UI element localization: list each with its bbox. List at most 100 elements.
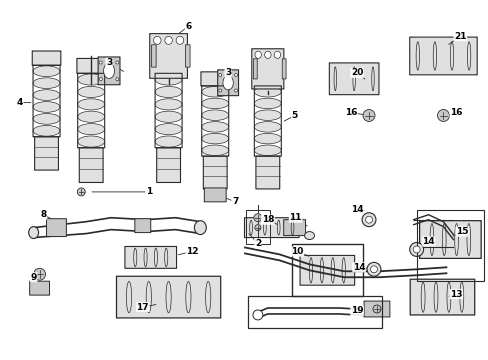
FancyBboxPatch shape bbox=[156, 148, 180, 183]
Text: 14: 14 bbox=[352, 263, 365, 272]
Ellipse shape bbox=[176, 36, 183, 44]
Ellipse shape bbox=[153, 36, 161, 44]
FancyBboxPatch shape bbox=[217, 70, 238, 96]
Ellipse shape bbox=[155, 136, 182, 147]
Ellipse shape bbox=[254, 145, 281, 156]
Text: 1: 1 bbox=[145, 188, 152, 197]
Ellipse shape bbox=[304, 231, 314, 239]
Ellipse shape bbox=[254, 98, 281, 109]
Text: 3: 3 bbox=[224, 68, 231, 77]
Circle shape bbox=[252, 310, 263, 320]
Circle shape bbox=[370, 266, 377, 273]
Text: 8: 8 bbox=[41, 210, 46, 219]
Ellipse shape bbox=[33, 78, 60, 89]
Text: 21: 21 bbox=[453, 32, 466, 41]
FancyBboxPatch shape bbox=[253, 72, 282, 86]
Ellipse shape bbox=[33, 90, 60, 100]
FancyBboxPatch shape bbox=[364, 301, 389, 317]
Circle shape bbox=[34, 268, 45, 280]
Ellipse shape bbox=[103, 63, 114, 78]
FancyBboxPatch shape bbox=[282, 59, 285, 79]
Circle shape bbox=[77, 188, 85, 196]
Ellipse shape bbox=[194, 221, 206, 235]
FancyBboxPatch shape bbox=[185, 45, 190, 67]
Text: 18: 18 bbox=[261, 215, 273, 224]
FancyBboxPatch shape bbox=[300, 255, 354, 285]
Ellipse shape bbox=[254, 133, 281, 144]
FancyBboxPatch shape bbox=[253, 59, 257, 79]
FancyBboxPatch shape bbox=[30, 281, 49, 295]
Circle shape bbox=[437, 109, 448, 121]
Text: 2: 2 bbox=[254, 239, 261, 248]
FancyBboxPatch shape bbox=[35, 137, 59, 170]
FancyBboxPatch shape bbox=[204, 188, 225, 202]
Text: 11: 11 bbox=[289, 213, 301, 222]
FancyBboxPatch shape bbox=[255, 156, 279, 189]
Ellipse shape bbox=[155, 74, 182, 85]
Ellipse shape bbox=[274, 51, 280, 58]
Ellipse shape bbox=[254, 86, 281, 97]
Text: 3: 3 bbox=[106, 58, 112, 67]
Circle shape bbox=[365, 216, 372, 223]
Text: 19: 19 bbox=[350, 306, 363, 315]
Ellipse shape bbox=[202, 122, 228, 132]
FancyBboxPatch shape bbox=[32, 51, 61, 65]
Ellipse shape bbox=[78, 99, 104, 110]
Ellipse shape bbox=[33, 102, 60, 112]
Ellipse shape bbox=[155, 99, 182, 110]
Text: 9: 9 bbox=[30, 273, 37, 282]
Ellipse shape bbox=[155, 111, 182, 122]
Circle shape bbox=[218, 89, 221, 92]
FancyBboxPatch shape bbox=[203, 156, 226, 189]
Text: 5: 5 bbox=[291, 111, 297, 120]
Ellipse shape bbox=[78, 86, 104, 98]
Ellipse shape bbox=[155, 86, 182, 98]
FancyBboxPatch shape bbox=[151, 45, 156, 67]
Ellipse shape bbox=[33, 125, 60, 136]
FancyBboxPatch shape bbox=[154, 58, 183, 73]
FancyBboxPatch shape bbox=[419, 221, 480, 258]
Ellipse shape bbox=[202, 133, 228, 144]
Ellipse shape bbox=[33, 66, 60, 77]
Circle shape bbox=[409, 243, 423, 256]
FancyBboxPatch shape bbox=[124, 247, 176, 268]
Ellipse shape bbox=[155, 123, 182, 135]
Text: 14: 14 bbox=[422, 237, 434, 246]
Text: 14: 14 bbox=[350, 205, 363, 214]
Ellipse shape bbox=[202, 86, 228, 97]
FancyBboxPatch shape bbox=[201, 72, 229, 86]
Circle shape bbox=[218, 73, 221, 76]
Ellipse shape bbox=[29, 227, 39, 239]
Text: 6: 6 bbox=[185, 22, 191, 31]
FancyBboxPatch shape bbox=[149, 33, 187, 78]
Ellipse shape bbox=[33, 113, 60, 124]
Circle shape bbox=[254, 225, 260, 231]
Ellipse shape bbox=[78, 111, 104, 122]
FancyBboxPatch shape bbox=[79, 148, 103, 183]
Text: 10: 10 bbox=[291, 247, 303, 256]
FancyBboxPatch shape bbox=[283, 220, 305, 235]
Text: 15: 15 bbox=[455, 227, 468, 236]
Text: 20: 20 bbox=[350, 68, 363, 77]
Ellipse shape bbox=[78, 123, 104, 135]
Ellipse shape bbox=[254, 51, 261, 58]
Ellipse shape bbox=[254, 122, 281, 132]
Ellipse shape bbox=[202, 110, 228, 121]
FancyBboxPatch shape bbox=[135, 219, 150, 233]
Circle shape bbox=[116, 78, 119, 81]
FancyBboxPatch shape bbox=[116, 276, 220, 318]
Circle shape bbox=[362, 109, 374, 121]
Text: 4: 4 bbox=[17, 98, 23, 107]
Circle shape bbox=[361, 213, 375, 227]
Ellipse shape bbox=[202, 145, 228, 156]
Ellipse shape bbox=[78, 74, 104, 85]
Text: 13: 13 bbox=[449, 289, 462, 298]
Text: 17: 17 bbox=[136, 302, 149, 311]
Ellipse shape bbox=[223, 76, 233, 90]
FancyBboxPatch shape bbox=[409, 279, 474, 315]
FancyBboxPatch shape bbox=[328, 63, 378, 95]
Circle shape bbox=[253, 214, 262, 222]
Circle shape bbox=[116, 61, 119, 64]
Circle shape bbox=[412, 246, 419, 253]
Circle shape bbox=[234, 89, 237, 92]
